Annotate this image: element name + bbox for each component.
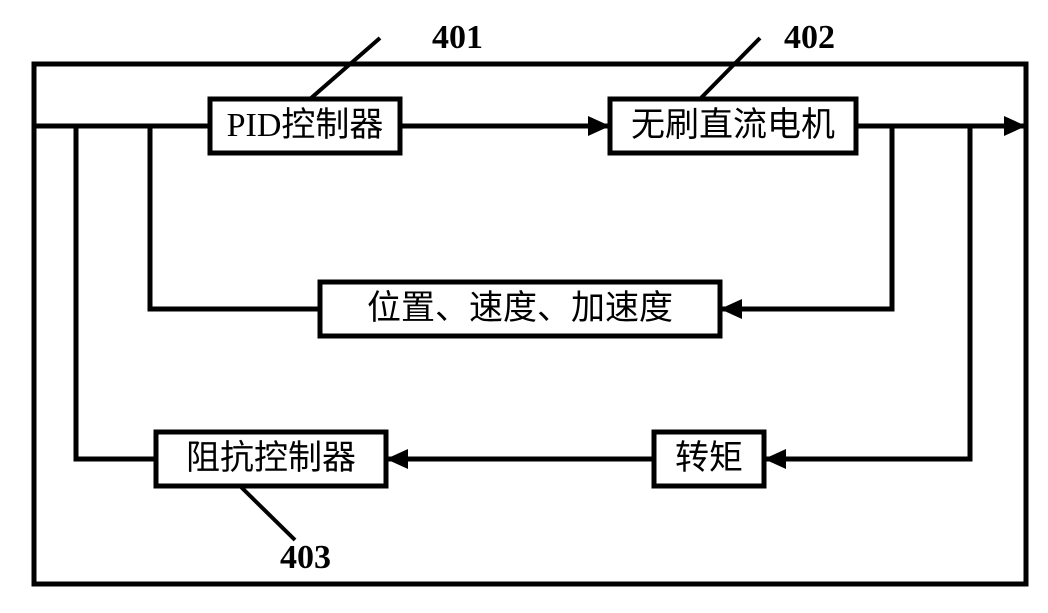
ref-label-r403: 403 (280, 539, 331, 576)
node-label-feedback: 位置、速度、加速度 (367, 289, 673, 327)
node-label-pid: PID控制器 (227, 106, 384, 144)
ref-label-r401: 401 (432, 19, 483, 56)
node-label-motor: 无刷直流电机 (631, 106, 835, 144)
ref-label-r402: 402 (784, 19, 835, 56)
node-label-impctrl: 阻抗控制器 (186, 439, 356, 477)
node-label-torque: 转矩 (675, 439, 743, 477)
